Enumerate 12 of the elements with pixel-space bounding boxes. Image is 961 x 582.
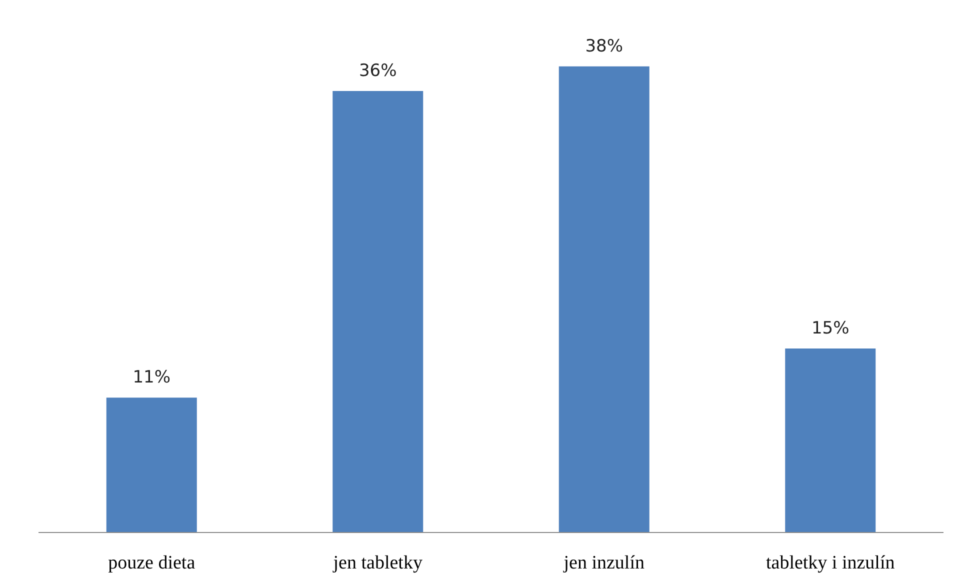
x-tick-label: jen inzulín [562,552,645,574]
data-label: 15% [811,318,850,339]
bar [106,398,197,532]
x-tick-label: tabletky i inzulín [766,552,896,574]
bar [332,90,424,532]
bar [558,66,650,532]
x-tick-label: pouze dieta [108,552,196,574]
data-label: 11% [132,368,171,388]
x-tick-label: jen tabletky [332,552,423,574]
data-label: 36% [358,60,397,81]
bar [785,348,876,532]
data-label: 38% [585,36,624,56]
